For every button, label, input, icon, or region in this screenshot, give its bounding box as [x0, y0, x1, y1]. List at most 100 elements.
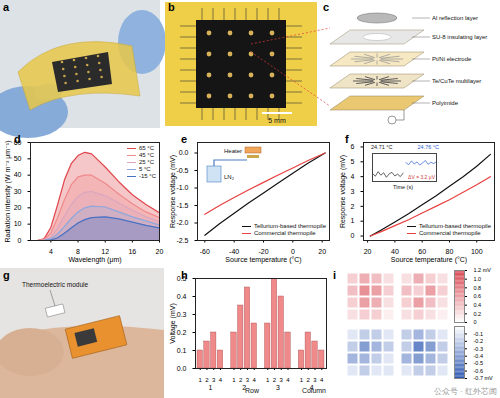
svg-text:0.3: 0.3 [177, 311, 187, 318]
svg-text:1: 1 [266, 377, 270, 383]
svg-text:4: 4 [253, 377, 257, 383]
html-text:g: g [3, 269, 10, 281]
svg-text:-0.7 mV: -0.7 mV [474, 375, 494, 381]
svg-text:8: 8 [76, 248, 80, 255]
svg-text:2: 2 [273, 377, 277, 383]
svg-text:1: 1 [199, 377, 203, 383]
svg-text:Radiation intensity (W m⁻² μm⁻: Radiation intensity (W m⁻² μm⁻¹) [4, 140, 12, 242]
html-text:h: h [181, 269, 188, 281]
svg-text:0: 0 [351, 232, 355, 239]
svg-text:40: 40 [14, 171, 22, 178]
html-text:Row: Row [245, 387, 259, 394]
svg-text:-0.2: -0.2 [474, 338, 483, 344]
svg-text:0.8: 0.8 [474, 285, 482, 291]
html-text:25 °C: 25 °C [138, 159, 154, 165]
svg-text:40: 40 [391, 248, 399, 255]
html-text:65 °C: 65 °C [138, 145, 154, 151]
svg-text:0.4: 0.4 [177, 293, 187, 300]
svg-text:Pt/Ni electrode: Pt/Ni electrode [432, 56, 472, 62]
svg-text:4: 4 [351, 173, 355, 180]
svg-text:10: 10 [14, 220, 22, 227]
svg-text:16: 16 [128, 248, 136, 255]
svg-text:3: 3 [246, 377, 250, 383]
svg-text:20: 20 [364, 248, 372, 255]
svg-text:公众号 · 红外芯闻: 公众号 · 红外芯闻 [434, 387, 497, 396]
svg-text:Heater: Heater [224, 148, 242, 154]
svg-text:60: 60 [418, 248, 426, 255]
svg-text:30: 30 [14, 188, 22, 195]
svg-text:-0.6: -0.6 [474, 368, 483, 374]
svg-text:20: 20 [318, 248, 326, 255]
html-text:e: e [181, 133, 188, 145]
svg-text:20: 20 [156, 248, 164, 255]
svg-text:-0.3: -0.3 [474, 346, 483, 352]
svg-text:-0.1: -0.1 [474, 331, 483, 337]
svg-text:Source temperature (°C): Source temperature (°C) [391, 256, 467, 264]
svg-text:5 mm: 5 mm [268, 117, 286, 124]
svg-text:100: 100 [471, 248, 483, 255]
svg-text:0: 0 [291, 248, 295, 255]
svg-text:0.0: 0.0 [179, 149, 189, 156]
svg-text:1: 1 [208, 384, 212, 391]
svg-text:2: 2 [351, 203, 355, 210]
svg-text:0.4: 0.4 [474, 302, 482, 308]
svg-text:SU-8 insulating layer: SU-8 insulating layer [432, 34, 487, 40]
svg-text:2: 2 [205, 377, 209, 383]
svg-text:4: 4 [49, 248, 53, 255]
svg-text:3: 3 [313, 377, 317, 383]
svg-text:Response voltage (mV): Response voltage (mV) [339, 155, 347, 228]
html-text:d: d [14, 133, 21, 145]
svg-text:4: 4 [219, 377, 223, 383]
svg-text:2: 2 [239, 377, 243, 383]
svg-text:-1.0: -1.0 [176, 184, 188, 191]
svg-text:0: 0 [18, 237, 22, 244]
svg-text:Response voltage (mV): Response voltage (mV) [169, 155, 177, 228]
svg-text:-0.4: -0.4 [474, 353, 483, 359]
svg-text:1: 1 [300, 377, 304, 383]
html-text:45 °C: 45 °C [138, 152, 154, 158]
svg-text:-1.5: -1.5 [176, 202, 188, 209]
svg-text:-40: -40 [229, 248, 239, 255]
svg-text:Wavelength (μm): Wavelength (μm) [68, 256, 121, 264]
svg-text:50: 50 [14, 155, 22, 162]
svg-text:-2.5: -2.5 [176, 237, 188, 244]
svg-text:0.2: 0.2 [177, 329, 187, 336]
svg-text:3: 3 [276, 384, 280, 391]
svg-text:4: 4 [320, 377, 324, 383]
svg-text:1: 1 [232, 377, 236, 383]
svg-text:3: 3 [212, 377, 216, 383]
html-text:Column: Column [301, 387, 326, 394]
svg-text:3: 3 [280, 377, 284, 383]
svg-text:6: 6 [351, 143, 355, 150]
svg-text:Thermoelectric module: Thermoelectric module [22, 281, 88, 288]
svg-text:1: 1 [351, 217, 355, 224]
svg-text:20: 20 [14, 204, 22, 211]
svg-text:Te/CuTe multilayer: Te/CuTe multilayer [432, 78, 481, 84]
html-text:a: a [3, 1, 10, 13]
svg-text:0.1: 0.1 [177, 347, 187, 354]
svg-text:3: 3 [351, 188, 355, 195]
svg-text:12: 12 [101, 248, 109, 255]
html-text:b: b [168, 1, 175, 13]
svg-text:0.6: 0.6 [474, 293, 482, 299]
svg-text:0.2: 0.2 [474, 311, 482, 317]
svg-text:1.2 mV: 1.2 mV [474, 267, 492, 273]
svg-text:80: 80 [446, 248, 454, 255]
svg-text:5: 5 [351, 158, 355, 165]
svg-text:-20: -20 [258, 248, 268, 255]
svg-text:0: 0 [474, 319, 477, 325]
svg-text:Polyimide: Polyimide [432, 100, 459, 106]
svg-text:-0.5: -0.5 [176, 167, 188, 174]
svg-text:Voltage (mV): Voltage (mV) [169, 303, 177, 343]
svg-text:Source temperature (°C): Source temperature (°C) [225, 256, 301, 264]
svg-text:-60: -60 [200, 248, 210, 255]
svg-text:-0.5: -0.5 [474, 360, 483, 366]
svg-text:LN₂: LN₂ [224, 174, 235, 180]
svg-text:-2.0: -2.0 [176, 219, 188, 226]
svg-text:0.0: 0.0 [177, 365, 187, 372]
html-text:c: c [323, 1, 330, 13]
svg-text:2: 2 [307, 377, 311, 383]
svg-text:1.0: 1.0 [474, 276, 482, 282]
svg-text:4: 4 [286, 377, 290, 383]
svg-text:Al reflection layer: Al reflection layer [432, 15, 478, 21]
